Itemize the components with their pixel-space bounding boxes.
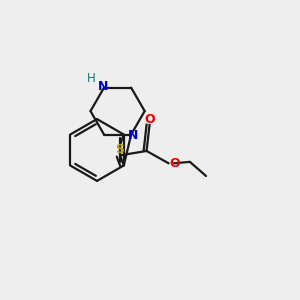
Text: S: S	[116, 143, 124, 156]
Text: N: N	[98, 80, 108, 93]
Text: N: N	[128, 129, 139, 142]
Text: O: O	[170, 158, 180, 170]
Text: H: H	[87, 72, 96, 85]
Text: O: O	[145, 113, 155, 126]
